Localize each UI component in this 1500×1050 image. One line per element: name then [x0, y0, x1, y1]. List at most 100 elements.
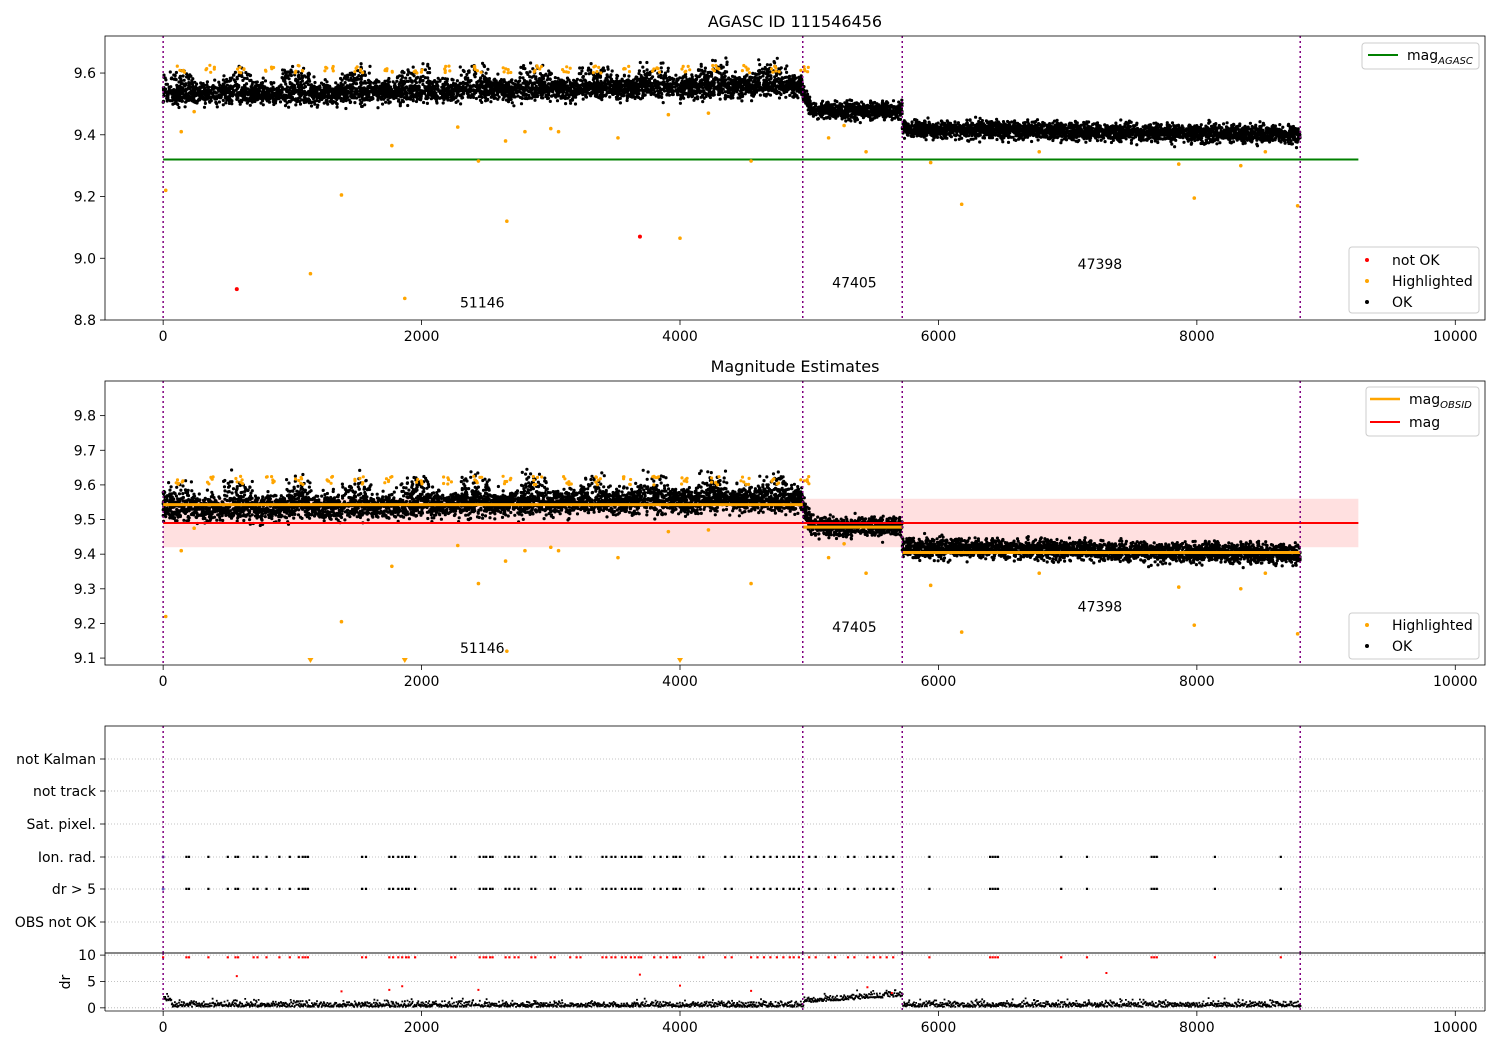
y-tick-label: 9.6	[74, 66, 96, 82]
flag-row-label: dr > 5	[52, 882, 96, 898]
highlighted-point	[548, 545, 553, 550]
highlighted-point	[616, 136, 620, 140]
highlighted-point	[192, 109, 196, 114]
highlighted-point	[959, 202, 964, 207]
obsid-label: 51146	[460, 641, 505, 657]
flag-row-label: Ion. rad.	[38, 850, 96, 866]
ok-points	[161, 56, 1302, 150]
legend-upper	[1361, 42, 1480, 70]
y-tick-label: 9.4	[74, 547, 96, 563]
y-tick-label: 9.6	[74, 478, 96, 494]
axes-frame	[104, 35, 1486, 321]
highlighted-point	[556, 129, 561, 134]
obsid-label: 51146	[460, 296, 505, 312]
highlighted-point	[179, 129, 184, 134]
highlighted-point	[192, 526, 196, 530]
highlighted-point	[706, 111, 711, 115]
panel-magnitude-estimates: Magnitude Estimates 0 2000 4000 6000 8000 1000…	[74, 357, 1486, 690]
legend-label: magAGASC	[1407, 48, 1473, 67]
highlighted-point	[1037, 571, 1042, 576]
highlighted-point	[1238, 587, 1243, 591]
legend-label: not OK	[1392, 253, 1440, 269]
offscale-marker	[677, 658, 683, 663]
y-tick-label: 9.4	[74, 128, 96, 144]
dr-axis-label: dr	[58, 974, 74, 989]
highlighted-point	[339, 193, 344, 197]
highlighted-point	[390, 564, 394, 569]
x-tick-label: 6000	[921, 674, 957, 690]
flag-row-label: not Kalman	[16, 752, 96, 768]
x-tick-label: 0	[159, 1020, 168, 1036]
highlighted-point	[505, 219, 509, 224]
highlighted-point	[826, 136, 831, 140]
highlighted-point	[749, 581, 753, 586]
x-tick-label: 4000	[662, 1020, 698, 1036]
chart-title: Magnitude Estimates	[711, 357, 880, 376]
y-tick-label: 9.5	[74, 513, 96, 529]
highlighted-point	[666, 112, 671, 117]
highlighted-point	[402, 296, 407, 301]
highlighted-point	[678, 236, 682, 240]
x-tick-label: 6000	[921, 329, 957, 345]
panel-dr: 0 5 10 dr 0 2000 4000 6000 8000 10000	[58, 948, 1486, 1036]
highlighted-point	[503, 139, 508, 143]
x-tick-label: 4000	[662, 329, 698, 345]
highlighted-point	[1263, 149, 1268, 154]
y-tick-label: 9.3	[74, 582, 96, 598]
highlighted-point	[864, 149, 868, 154]
y-tick-label: 9.2	[74, 616, 96, 632]
highlighted-point	[163, 188, 168, 193]
highlighted-point	[1176, 585, 1181, 589]
legend-label-base: mag	[1409, 392, 1440, 408]
legend-marker	[1365, 644, 1369, 648]
highlighted-point	[1295, 632, 1300, 636]
highlighted-point	[864, 571, 868, 576]
y-tick-label: 10	[78, 948, 96, 964]
offscale-marker	[307, 658, 314, 663]
highlighted-point	[928, 160, 933, 165]
highlighted-point	[548, 126, 553, 131]
x-tick-label: 2000	[404, 1020, 440, 1036]
panel-agasc: AGASC ID 111546456 0 2000 4000 6000 8000 10000…	[74, 12, 1486, 345]
highlighted-point	[163, 614, 168, 619]
legend-marker	[1365, 258, 1369, 262]
y-tick-label: 5	[87, 974, 96, 990]
legend-label: magOBSID	[1409, 392, 1472, 411]
y-tick-label: 0	[87, 1001, 96, 1017]
highlighted-point	[308, 271, 313, 276]
highlighted-cluster	[175, 63, 810, 75]
y-tick-label: 8.8	[74, 313, 96, 329]
legend-marker	[1365, 279, 1369, 283]
legend-label: OK	[1392, 639, 1413, 655]
y-tick-label: 9.2	[74, 190, 96, 206]
highlighted-point	[339, 619, 344, 624]
highlighted-point	[476, 159, 481, 163]
highlighted-point	[455, 543, 460, 548]
x-tick-label: 2000	[404, 329, 440, 345]
not-ok-point	[234, 287, 239, 292]
legend-marker	[1365, 623, 1369, 627]
flag-point-blue	[161, 887, 165, 891]
x-tick-label: 0	[159, 674, 168, 690]
legend-lower	[1348, 612, 1480, 660]
highlighted-point	[1263, 571, 1268, 576]
obsid-label: 47405	[832, 620, 877, 636]
y-tick-label: 9.0	[74, 251, 96, 267]
legend-label: Highlighted	[1392, 274, 1473, 290]
obsid-label: 47398	[1078, 599, 1123, 615]
panel-flags: not Kalman not track Sat. pixel. Ion. rad. d…	[15, 725, 1486, 954]
y-tick-label: 9.7	[74, 443, 96, 459]
x-tick-label: 8000	[1179, 1020, 1215, 1036]
highlighted-point	[1176, 162, 1181, 166]
highlighted-point	[523, 548, 527, 553]
highlighted-point	[1192, 196, 1197, 200]
highlighted-point	[706, 528, 711, 532]
dr-points	[163, 989, 1302, 1008]
axes-frame	[104, 725, 1486, 954]
x-tick-label: 8000	[1179, 329, 1215, 345]
highlighted-point	[455, 125, 460, 129]
highlighted-point	[476, 581, 481, 586]
x-tick-label: 4000	[662, 674, 698, 690]
legend-label-sub: OBSID	[1440, 400, 1472, 411]
